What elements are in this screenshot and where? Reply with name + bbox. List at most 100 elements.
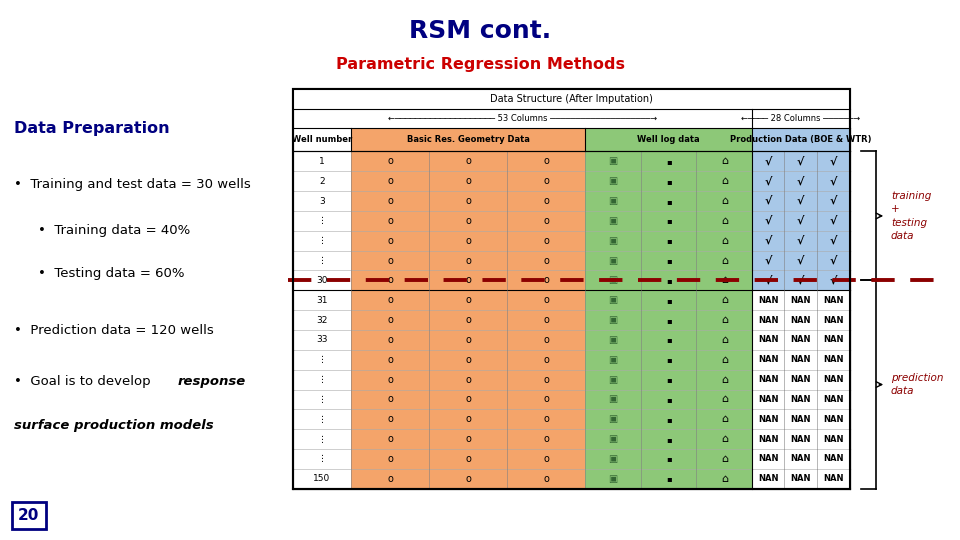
Text: 1: 1	[319, 157, 324, 166]
Text: •  Prediction data = 120 wells: • Prediction data = 120 wells	[14, 324, 214, 337]
Bar	[293, 171, 351, 191]
Text: ▣: ▣	[609, 394, 617, 404]
Bar	[753, 231, 784, 251]
Text: o: o	[466, 255, 471, 266]
Bar	[429, 350, 507, 370]
Text: 30: 30	[316, 276, 327, 285]
Text: Well log data: Well log data	[637, 135, 700, 144]
Bar	[753, 330, 784, 350]
Text: ▣: ▣	[609, 236, 617, 246]
Text: ⌂: ⌂	[721, 375, 728, 384]
Text: o: o	[387, 355, 394, 365]
Bar	[784, 271, 817, 291]
Bar	[784, 151, 817, 171]
Text: ⌂: ⌂	[721, 255, 728, 266]
Bar	[697, 171, 753, 191]
Bar	[641, 251, 697, 271]
Bar	[429, 409, 507, 429]
Text: 3: 3	[319, 197, 324, 206]
Text: √: √	[764, 157, 772, 166]
Bar	[641, 449, 697, 469]
Bar	[293, 89, 850, 489]
Text: NAN: NAN	[758, 315, 779, 325]
Bar	[507, 171, 586, 191]
Bar	[753, 251, 784, 271]
Text: ▪: ▪	[666, 415, 671, 424]
Text: ▪: ▪	[666, 375, 671, 384]
Bar	[697, 330, 753, 350]
Text: o: o	[387, 255, 394, 266]
Bar	[753, 449, 784, 469]
Text: √: √	[764, 255, 772, 266]
Bar	[586, 429, 641, 449]
Text: o: o	[387, 295, 394, 305]
Text: √: √	[764, 236, 772, 246]
Bar	[753, 271, 784, 291]
Text: ⌂: ⌂	[721, 196, 728, 206]
Bar	[586, 251, 641, 271]
Bar	[293, 469, 351, 489]
Text: ▪: ▪	[666, 296, 671, 305]
Text: o: o	[543, 355, 549, 365]
Bar	[351, 409, 429, 429]
Text: ▣: ▣	[609, 196, 617, 206]
Bar	[507, 291, 586, 310]
Bar	[753, 409, 784, 429]
Text: NAN: NAN	[823, 296, 844, 305]
Text: o: o	[543, 335, 549, 345]
Bar	[817, 449, 850, 469]
Text: √: √	[829, 196, 837, 206]
Bar	[429, 291, 507, 310]
Bar	[429, 211, 507, 231]
Text: ⌂: ⌂	[721, 394, 728, 404]
Bar	[753, 429, 784, 449]
Text: o: o	[466, 157, 471, 166]
Bar	[817, 409, 850, 429]
Bar	[753, 370, 784, 389]
Bar	[753, 151, 784, 171]
Text: NAN: NAN	[790, 355, 811, 364]
Text: o: o	[543, 216, 549, 226]
Text: o: o	[543, 394, 549, 404]
Bar	[351, 151, 429, 171]
Bar	[293, 310, 351, 330]
Text: √: √	[764, 275, 772, 286]
Bar	[817, 429, 850, 449]
Text: o: o	[543, 375, 549, 384]
Text: o: o	[387, 414, 394, 424]
Bar	[817, 191, 850, 211]
Text: ▣: ▣	[609, 414, 617, 424]
Text: √: √	[829, 157, 837, 166]
Text: 32: 32	[317, 315, 327, 325]
Bar	[293, 370, 351, 389]
Bar	[293, 449, 351, 469]
Bar	[641, 469, 697, 489]
Text: Data Structure (After Imputation): Data Structure (After Imputation)	[490, 94, 653, 104]
Bar	[429, 151, 507, 171]
Text: •  Testing data = 60%: • Testing data = 60%	[38, 267, 185, 280]
Bar	[507, 310, 586, 330]
Bar	[586, 330, 641, 350]
Bar	[697, 370, 753, 389]
Bar	[293, 409, 351, 429]
Text: o: o	[387, 375, 394, 384]
Text: 20: 20	[18, 508, 39, 523]
Text: o: o	[387, 315, 394, 325]
Bar	[586, 409, 641, 429]
Text: o: o	[387, 434, 394, 444]
Bar	[293, 89, 850, 109]
Text: √: √	[797, 196, 804, 206]
Bar	[697, 310, 753, 330]
Bar	[784, 409, 817, 429]
Bar	[817, 211, 850, 231]
Text: ⋮: ⋮	[318, 415, 326, 424]
Text: ▪: ▪	[666, 276, 671, 285]
Text: ⌂: ⌂	[721, 236, 728, 246]
Bar	[817, 251, 850, 271]
Text: √: √	[797, 176, 804, 186]
Text: ▣: ▣	[609, 275, 617, 286]
Bar	[507, 429, 586, 449]
Bar	[293, 151, 351, 171]
Bar	[507, 449, 586, 469]
Text: NAN: NAN	[758, 375, 779, 384]
